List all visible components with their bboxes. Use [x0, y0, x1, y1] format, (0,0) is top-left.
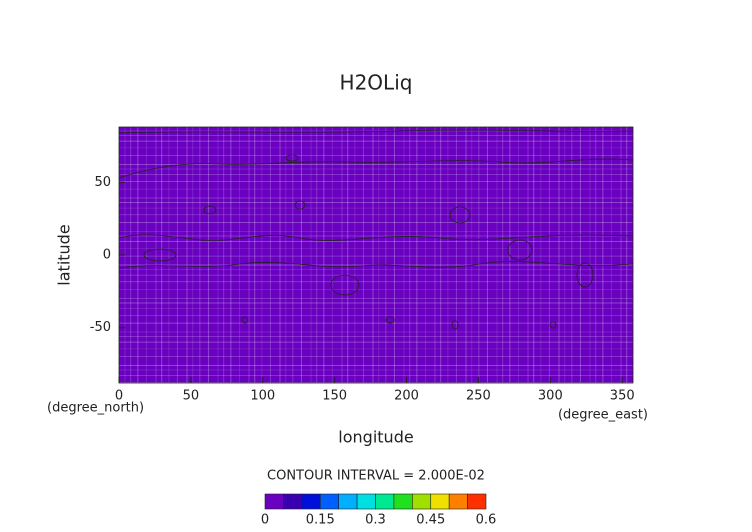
x-tick-label: 350 — [610, 389, 635, 404]
colorbar-cell — [393, 493, 413, 510]
contour-line — [118, 129, 634, 134]
contour-line — [118, 234, 634, 242]
colorbar-cell — [467, 493, 487, 510]
colorbar-cell — [430, 493, 450, 510]
x-tick-label: 200 — [394, 389, 419, 404]
x-tick-label: 50 — [183, 389, 200, 404]
contour-lines — [118, 129, 634, 330]
contour-line — [118, 158, 634, 179]
y-axis-label: latitude — [55, 224, 74, 285]
y-tick-label: 0 — [103, 248, 111, 263]
contour-line — [241, 316, 249, 324]
colorbar-cell — [319, 493, 339, 510]
field — [119, 127, 633, 383]
x-tick-label: 150 — [322, 389, 347, 404]
x-tick-label: 250 — [466, 389, 491, 404]
x-axis-label: longitude — [338, 428, 413, 447]
contour-line — [549, 321, 557, 329]
colorbar-tick-label: 0.6 — [476, 513, 497, 528]
axes: 0 50 100 150 200 250 300 350 -50 0 50 0 0.15 0.3 0.45 0… — [90, 126, 635, 528]
colorbar-cell — [338, 493, 358, 510]
colorbar-tick-label: 0 — [261, 513, 269, 528]
colorbar-cell — [264, 493, 284, 510]
x-tick-label: 300 — [538, 389, 563, 404]
contour-line — [143, 248, 177, 262]
contour-line — [385, 316, 395, 324]
contour-line — [507, 239, 533, 261]
colorbar-cell — [283, 493, 303, 510]
x-units: (degree_east) — [558, 408, 648, 423]
contour-line — [285, 154, 299, 162]
plot-area — [119, 127, 633, 383]
contour-line — [576, 262, 594, 288]
y-tick-label: 50 — [94, 175, 111, 190]
x-tick-label: 100 — [250, 389, 275, 404]
colorbar-cell — [356, 493, 376, 510]
annotation: CONTOUR INTERVAL = 2.000E-02 — [267, 469, 485, 484]
colorbar-cell — [448, 493, 468, 510]
colorbar-tick-label: 0.45 — [416, 513, 445, 528]
colorbar-cell — [301, 493, 321, 510]
chart-title: H2OLiq — [340, 71, 413, 95]
y-units: (degree_north) — [47, 401, 144, 416]
y-tick-label: -50 — [90, 320, 111, 335]
contour-line — [449, 206, 471, 224]
colorbar-tick-label: 0.15 — [306, 513, 335, 528]
colorbar-cell — [375, 493, 395, 510]
colorbar-cell — [412, 493, 432, 510]
contour-line — [330, 274, 360, 296]
x-tick-label: 0 — [115, 389, 123, 404]
contour-line — [118, 261, 634, 269]
colorbar-tick-label: 0.3 — [365, 513, 386, 528]
contour-line — [451, 320, 459, 330]
contour-line — [203, 205, 217, 215]
contour-line — [294, 200, 306, 210]
